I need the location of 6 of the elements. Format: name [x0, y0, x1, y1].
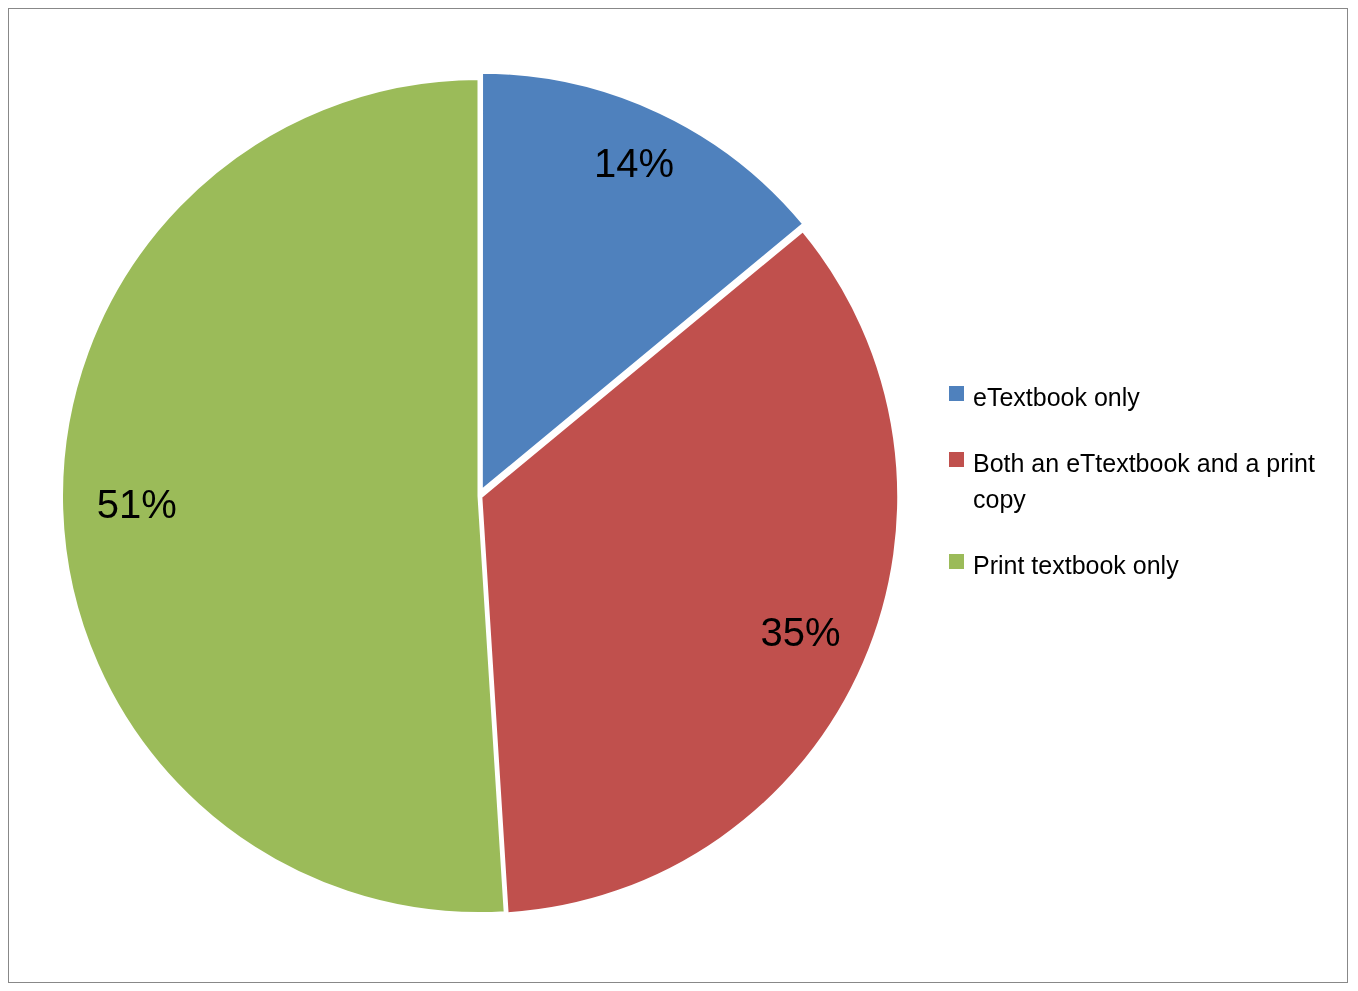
legend-label: eTextbook only	[973, 381, 1140, 413]
data-label: 51%	[96, 481, 177, 526]
data-label: 35%	[760, 609, 841, 654]
legend-label: Print textbook only	[973, 549, 1179, 581]
data-label: 14%	[594, 140, 675, 185]
legend-label: Both an eTtextbook and a print copy	[973, 447, 1316, 515]
